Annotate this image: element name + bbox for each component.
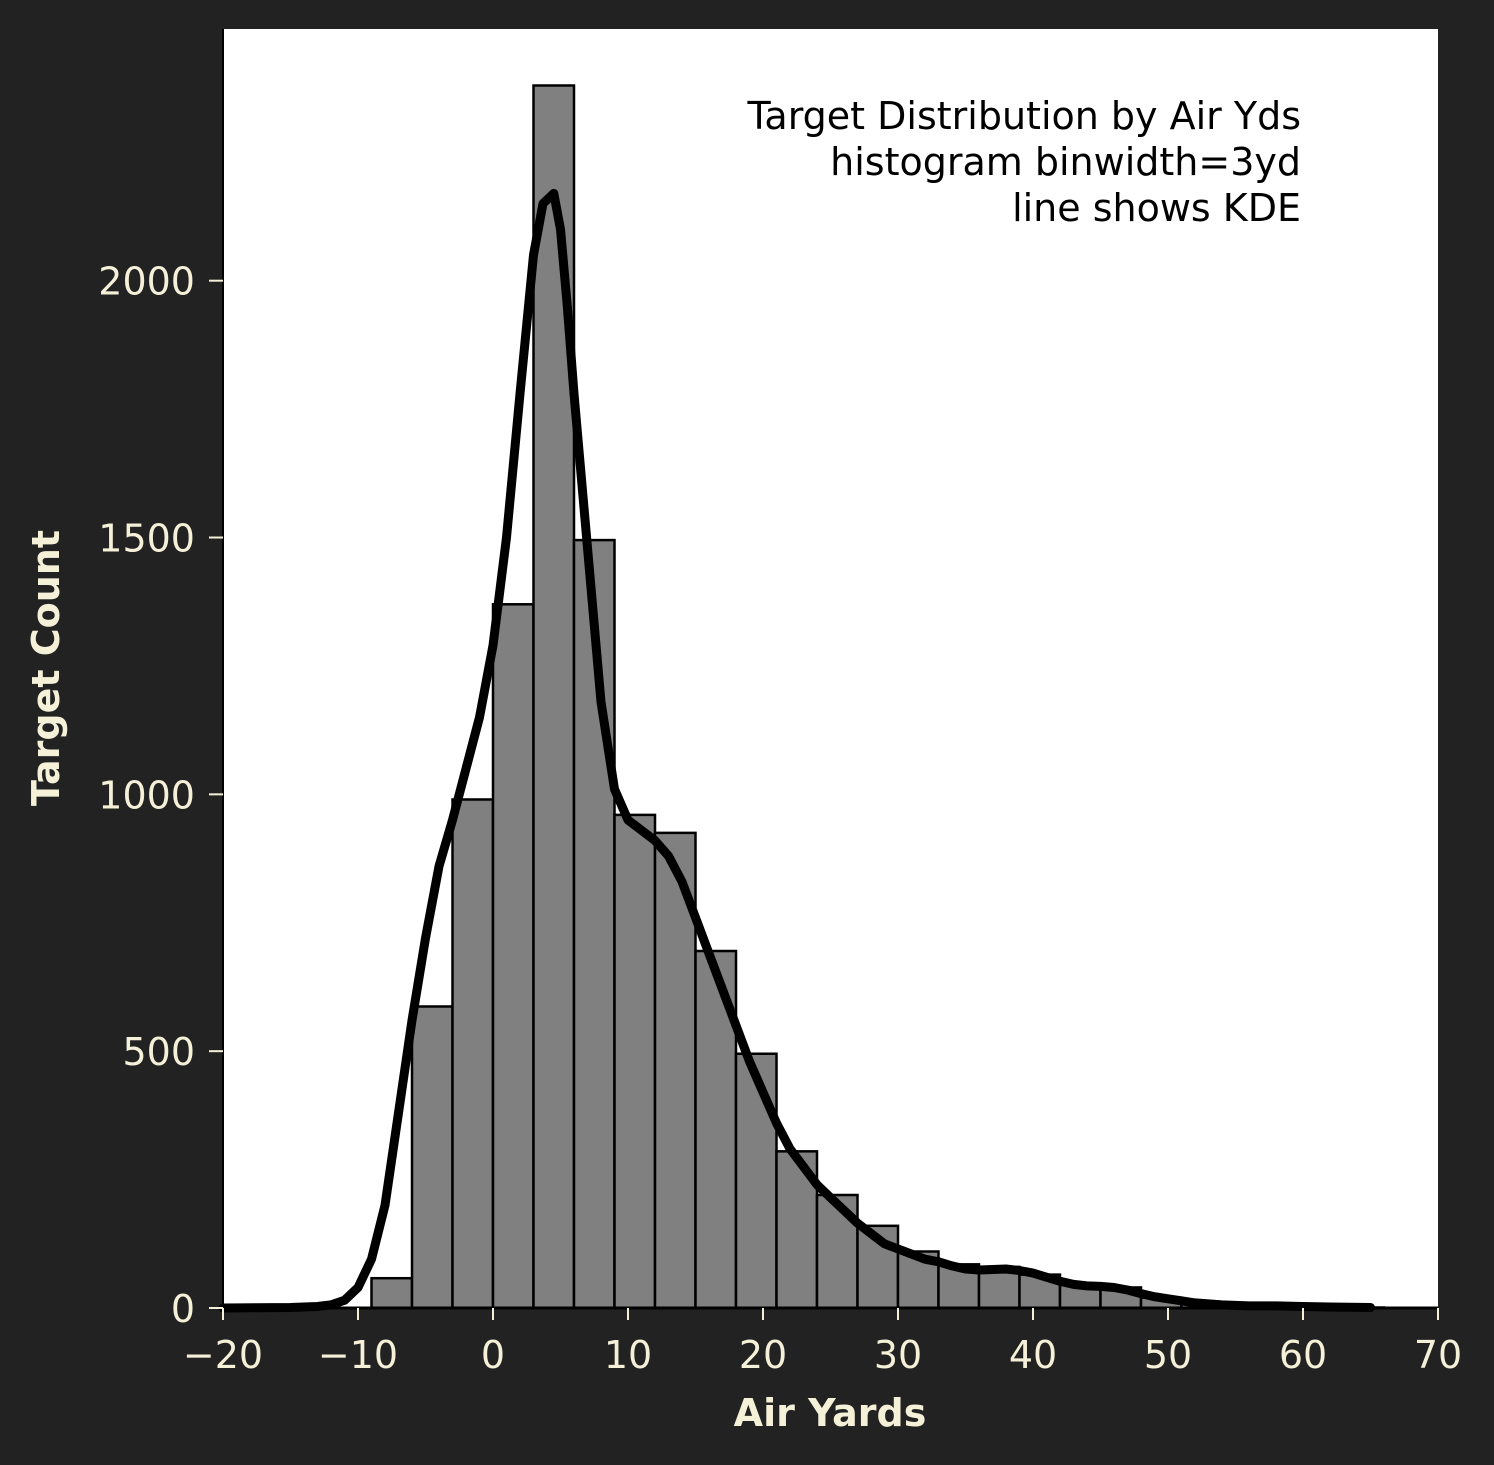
x-tick-label: 30: [874, 1333, 922, 1377]
x-tick-label: −20: [183, 1333, 263, 1377]
annotation-block: Target Distribution by Air Ydshistogram …: [747, 94, 1302, 230]
histogram-bar-0: [370, 1276, 414, 1310]
annotation-line: Target Distribution by Air Yds: [747, 94, 1302, 138]
x-tick-label: 10: [604, 1333, 652, 1377]
x-tick-label: 50: [1144, 1333, 1192, 1377]
annotation-line: line shows KDE: [1012, 186, 1301, 230]
kde-line: [218, 188, 1375, 1313]
histogram-bars: [370, 84, 1386, 1310]
annotation-line: histogram binwidth=3yd: [830, 140, 1301, 184]
y-axis-ticks: 0 500 1000 1500 2000: [98, 260, 223, 1331]
y-tick-label: 1000: [98, 773, 195, 817]
x-axis-label: Air Yards: [734, 1391, 927, 1435]
x-tick-label: 70: [1414, 1333, 1462, 1377]
x-tick-label: 40: [1009, 1333, 1057, 1377]
y-tick-label: 2000: [98, 260, 195, 304]
y-tick-label: 500: [122, 1030, 195, 1074]
histogram-bar-2: [451, 798, 495, 1310]
x-tick-label: 0: [481, 1333, 505, 1377]
y-axis-label: Target Count: [24, 530, 68, 806]
y-tick-label: 0: [171, 1287, 195, 1331]
histogram-bar-9: [734, 1052, 778, 1310]
x-tick-label: 20: [739, 1333, 787, 1377]
histogram-bar-6: [613, 813, 657, 1310]
histogram-bar-3: [491, 603, 535, 1310]
x-tick-label: 60: [1279, 1333, 1327, 1377]
x-axis-ticks: −20 −10 0 10 20 30 40 50 60 70: [183, 1308, 1462, 1377]
histogram-bar-1: [410, 1005, 454, 1310]
y-tick-label: 1500: [98, 517, 195, 561]
x-tick-label: −10: [318, 1333, 398, 1377]
